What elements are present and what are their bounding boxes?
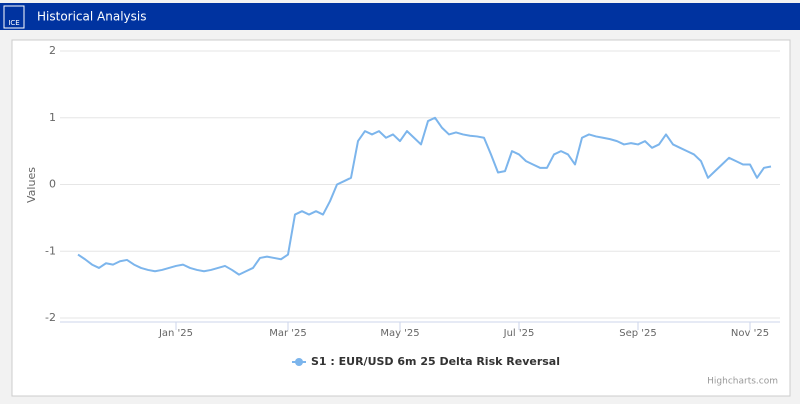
y-tick-label: 2	[49, 44, 56, 57]
data-line	[77, 116, 772, 276]
header-bar	[0, 3, 800, 30]
x-tick-label: Jul '25	[503, 328, 535, 339]
x-tick-label: Sep '25	[619, 328, 657, 339]
logo-box	[3, 5, 25, 29]
y-tick-label: -2	[45, 311, 56, 324]
legend-marker	[295, 358, 303, 366]
y-tick-label: 1	[49, 111, 56, 124]
y-axis-label: Values	[25, 167, 38, 203]
x-tick-label: Mar '25	[269, 328, 307, 339]
credit: Highcharts.com	[707, 377, 778, 387]
x-tick-label: May '25	[380, 328, 419, 339]
y-tick-label: -1	[45, 244, 56, 257]
y-tick-label: 0	[49, 178, 56, 191]
plot: -2 -1 0 1 2 Jan '25 Mar '25 May '25 Jul '25 Sep '…	[45, 44, 780, 368]
logo: ICE	[8, 19, 19, 27]
header-title: Historical Analysis	[37, 10, 146, 24]
x-tick-label: Nov '25	[731, 328, 769, 339]
x-tick-label: Jan '25	[158, 328, 193, 339]
legend-label: S1 : EUR/USD 6m 25 Delta Risk Reversal	[311, 355, 560, 368]
chart-panel	[11, 39, 791, 397]
